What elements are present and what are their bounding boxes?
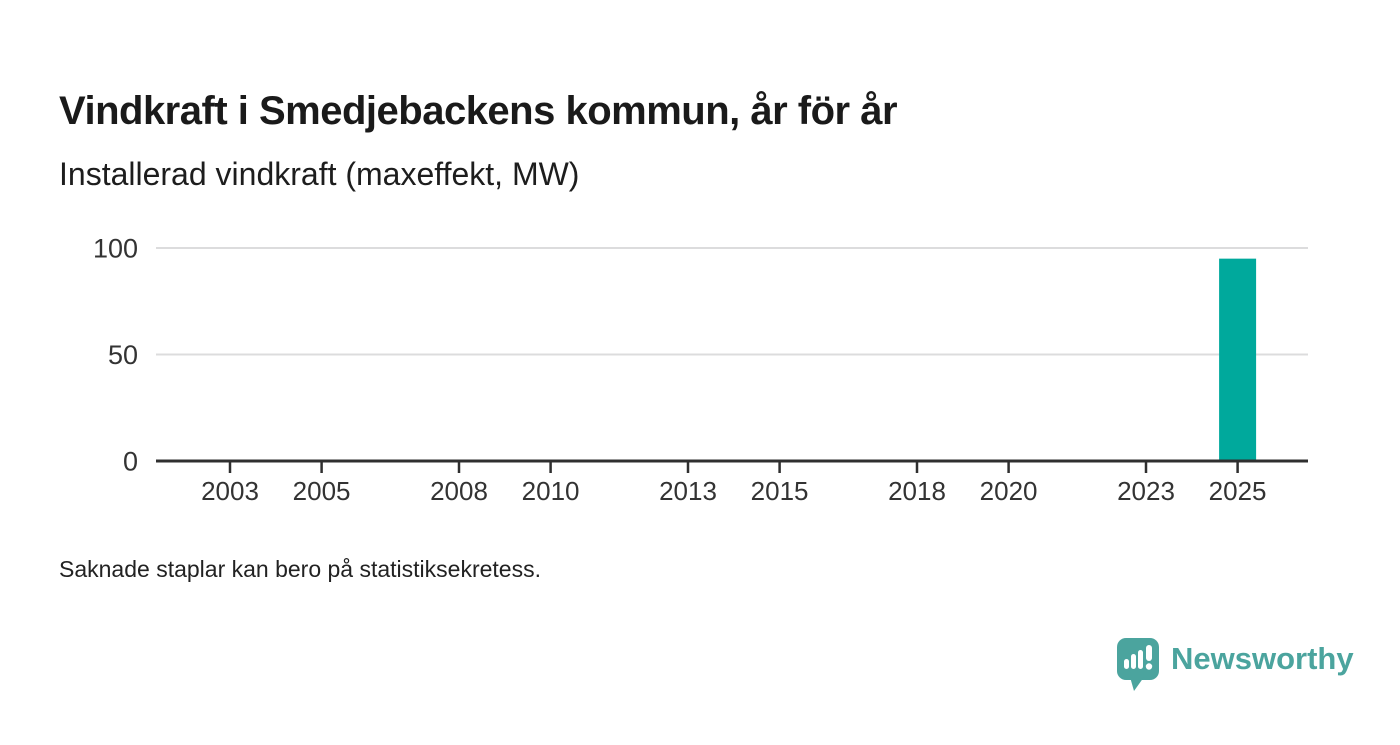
newsworthy-logo-icon (1117, 638, 1159, 691)
bar-chart-plot: 0 50 100 2003 2005 2008 2010 2013 2015 2018 2020 20… (93, 233, 1308, 506)
x-axis-label-2008: 2008 (430, 476, 488, 506)
y-axis-label-100: 100 (93, 233, 138, 263)
x-axis-label-2010: 2010 (522, 476, 580, 506)
chart-title: Vindkraft i Smedjebackens kommun, år för… (59, 88, 898, 133)
y-axis-label-50: 50 (108, 340, 138, 370)
y-axis-label-0: 0 (123, 446, 138, 476)
x-axis-label-2018: 2018 (888, 476, 946, 506)
x-axis-label-2013: 2013 (659, 476, 717, 506)
newsworthy-logo-text: Newsworthy (1171, 641, 1354, 676)
bar-chart-svg: 0 50 100 2003 2005 2008 2010 2013 2015 2018 2020 20… (93, 233, 1308, 506)
x-axis-label-2020: 2020 (980, 476, 1038, 506)
x-axis-label-2005: 2005 (293, 476, 351, 506)
x-axis-label-2023: 2023 (1117, 476, 1175, 506)
bar-2025 (1219, 258, 1257, 461)
chart-subtitle: Installerad vindkraft (maxeffekt, MW) (59, 156, 580, 192)
x-axis-label-2015: 2015 (751, 476, 809, 506)
x-axis-label-2025: 2025 (1209, 476, 1267, 506)
x-axis-label-2003: 2003 (201, 476, 259, 506)
newsworthy-branding: Newsworthy (1117, 638, 1354, 692)
chart-footnote: Saknade staplar kan bero på statistiksek… (59, 556, 541, 582)
